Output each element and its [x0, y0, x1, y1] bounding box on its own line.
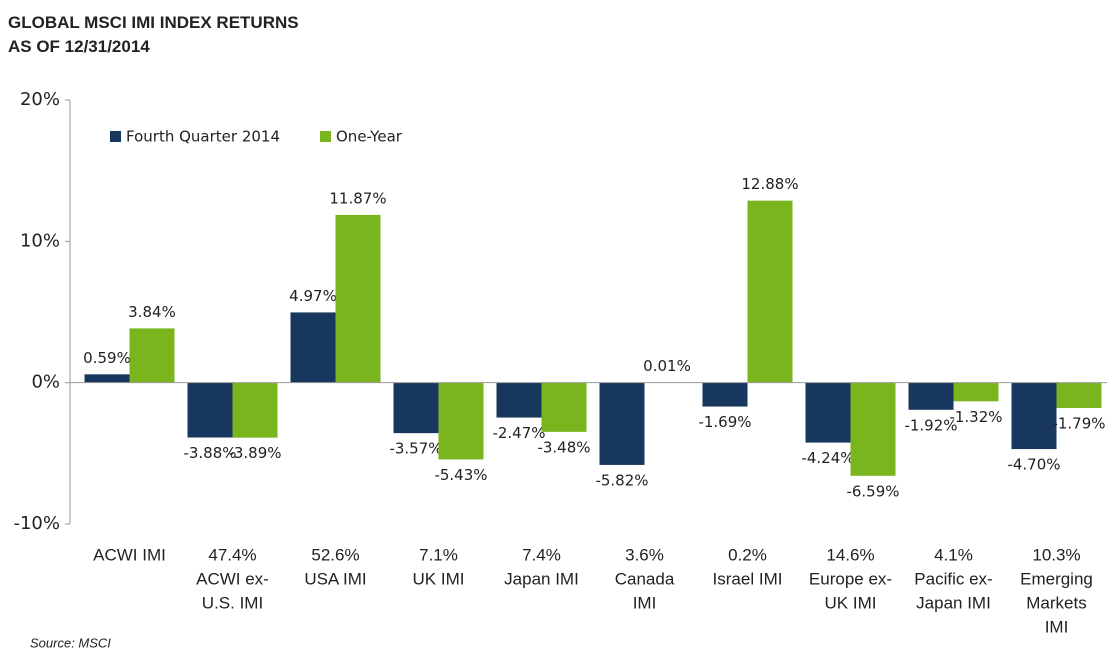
source: Source: MSCI: [30, 635, 111, 650]
bar: [599, 382, 645, 465]
bar: [496, 382, 542, 418]
x-tick-label: 14.6%: [826, 545, 874, 564]
value-label: 0.01%: [643, 357, 691, 375]
value-label: -4.70%: [1007, 456, 1060, 474]
value-label: -3.88%: [183, 444, 236, 462]
bar: [393, 382, 439, 434]
x-tick-label: Emerging: [1020, 569, 1093, 588]
chart-subtitle: AS OF 12/31/2014: [8, 37, 150, 56]
x-tick-label: IMI: [1045, 617, 1069, 636]
bar: [438, 382, 484, 460]
bar: [84, 374, 130, 383]
x-tick-label: Europe ex-: [809, 569, 892, 588]
bar: [335, 214, 381, 383]
value-label: -3.48%: [537, 438, 590, 456]
x-tick-label: 0.2%: [728, 545, 767, 564]
x-tick-label: Japan IMI: [916, 593, 991, 612]
bar: [129, 328, 175, 383]
bar: [541, 382, 587, 432]
x-tick-label: 4.1%: [934, 545, 973, 564]
x-tick-label: ACWI IMI: [93, 545, 166, 564]
x-tick-label: USA IMI: [304, 569, 366, 588]
x-tick-label: U.S. IMI: [202, 593, 263, 612]
legend-swatch: [320, 131, 331, 142]
value-label: -4.24%: [801, 449, 854, 467]
bar: [290, 312, 336, 383]
value-label: -5.43%: [434, 466, 487, 484]
x-tick-label: UK IMI: [413, 569, 465, 588]
x-tick-label: UK IMI: [825, 593, 877, 612]
value-label: -2.47%: [492, 424, 545, 442]
legend-swatch: [110, 131, 121, 142]
value-label: -3.89%: [228, 444, 281, 462]
y-tick-label: -10%: [13, 513, 60, 534]
bar: [908, 382, 954, 410]
x-tick-label: 3.6%: [625, 545, 664, 564]
legend-label: Fourth Quarter 2014: [126, 128, 280, 146]
value-label: 12.88%: [741, 175, 798, 193]
x-tick-label: ACWI ex-: [196, 569, 269, 588]
x-tick-label: Pacific ex-: [914, 569, 992, 588]
y-tick-label: 10%: [20, 230, 60, 251]
bar: [850, 382, 896, 476]
x-tick-label: 7.4%: [522, 545, 561, 564]
x-tick-label: Japan IMI: [504, 569, 579, 588]
bar: [953, 382, 999, 402]
value-label: -3.57%: [389, 440, 442, 458]
x-tick-label: Markets: [1026, 593, 1086, 612]
bar: [232, 382, 278, 438]
legend-label: One-Year: [336, 128, 403, 146]
value-label: 0.59%: [83, 349, 131, 367]
bar: [1011, 382, 1057, 450]
x-tick-label: 10.3%: [1032, 545, 1080, 564]
bar: [805, 382, 851, 443]
value-label: 3.84%: [128, 303, 176, 321]
value-label: 4.97%: [289, 287, 337, 305]
value-label: -6.59%: [846, 482, 899, 500]
value-label: -5.82%: [595, 471, 648, 489]
bar: [747, 200, 793, 383]
x-tick-label: IMI: [633, 593, 657, 612]
x-tick-label: Canada: [615, 569, 675, 588]
value-label: -1.69%: [698, 413, 751, 431]
x-tick-label: 7.1%: [419, 545, 458, 564]
value-label: -1.32%: [949, 408, 1002, 426]
x-tick-label: Israel IMI: [713, 569, 783, 588]
x-tick-label: 47.4%: [208, 545, 256, 564]
bar: [702, 382, 748, 407]
chart-title: GLOBAL MSCI IMI INDEX RETURNS: [8, 13, 299, 32]
y-tick-label: 20%: [20, 89, 60, 110]
x-tick-label: 52.6%: [311, 545, 359, 564]
y-tick-label: 0%: [31, 372, 60, 393]
bar: [1056, 382, 1102, 408]
bar: [187, 382, 233, 438]
value-label: 11.87%: [329, 189, 386, 207]
value-label: -1.79%: [1052, 414, 1105, 432]
value-label: -1.92%: [904, 416, 957, 434]
